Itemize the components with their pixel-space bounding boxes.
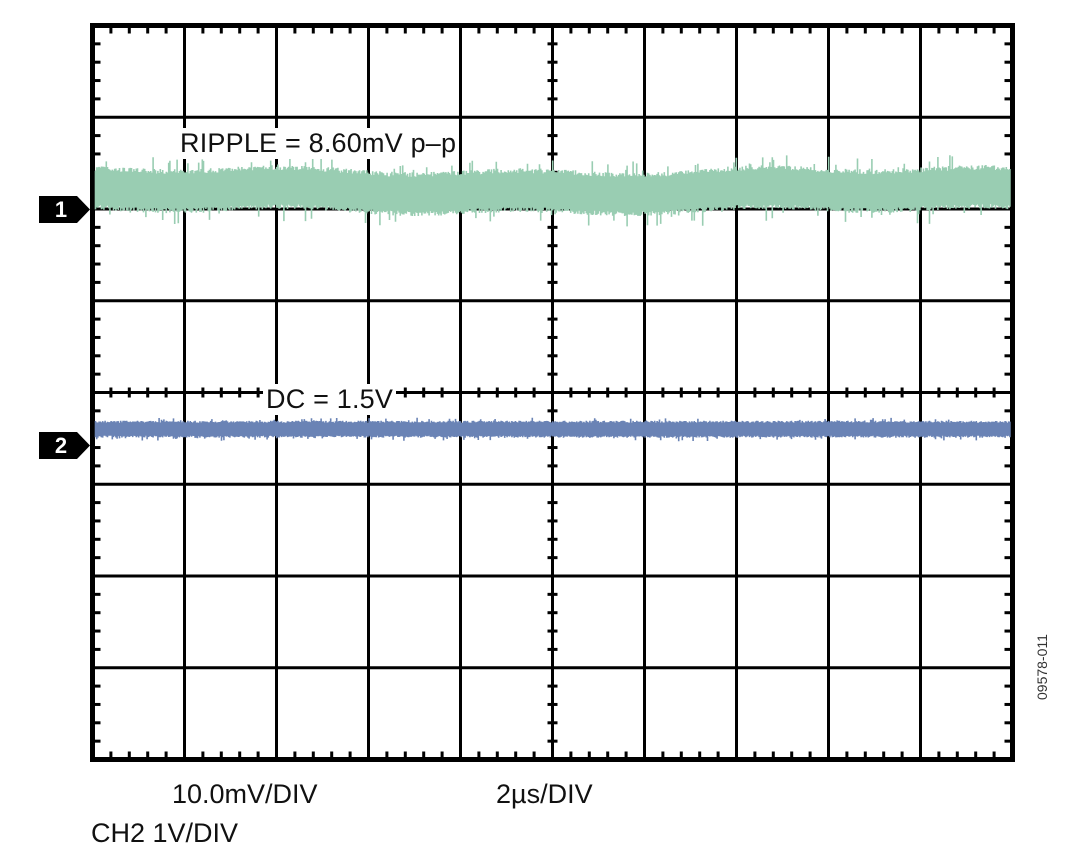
channel-1-marker: 1 <box>39 196 90 223</box>
channel-1-label: 1 <box>54 197 68 222</box>
dc-annotation: DC = 1.5V <box>263 384 397 415</box>
graticule <box>90 23 1015 762</box>
channel-2-label: 2 <box>54 433 68 458</box>
channel-2-marker: 2 <box>39 432 90 459</box>
ch1-vertical-scale: 10.0mV/DIV <box>172 779 318 809</box>
traces <box>94 155 1011 442</box>
ripple-annotation: RIPPLE = 8.60mV p–p <box>178 128 459 159</box>
marker-arrow-icon <box>39 432 90 459</box>
figure-id: 09578-011 <box>1034 634 1050 700</box>
timebase-label: 2µs/DIV <box>496 779 593 809</box>
marker-arrow-icon <box>39 196 90 223</box>
ch2-vertical-scale: CH2 1V/DIV <box>91 818 239 848</box>
